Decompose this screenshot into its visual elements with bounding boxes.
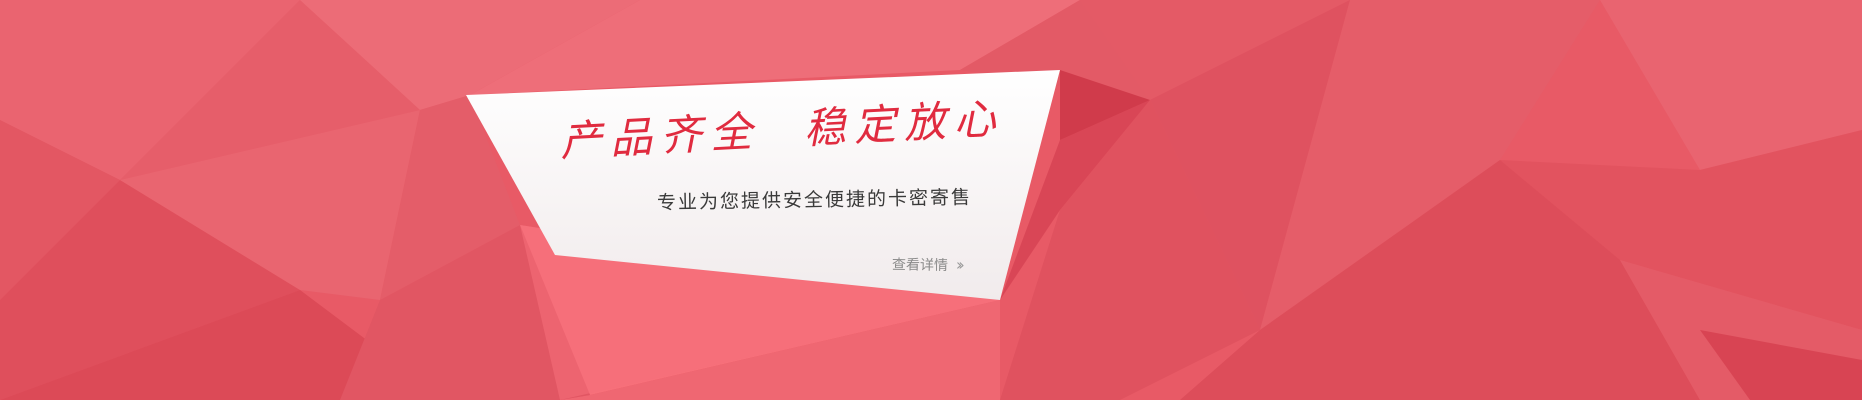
subline: 专业为您提供安全便捷的卡密寄售 [656,186,973,214]
view-details-label: 查看详情 [891,257,949,274]
headline: 产品齐全 稳定放心 [558,85,1005,169]
headline-left: 产品齐全 [558,106,762,166]
double-chevron-right-icon: ›› [955,255,961,275]
card-panel [466,70,1060,300]
headline-right: 稳定放心 [802,93,1005,154]
view-details-link[interactable]: 查看详情 ›› [892,254,961,275]
